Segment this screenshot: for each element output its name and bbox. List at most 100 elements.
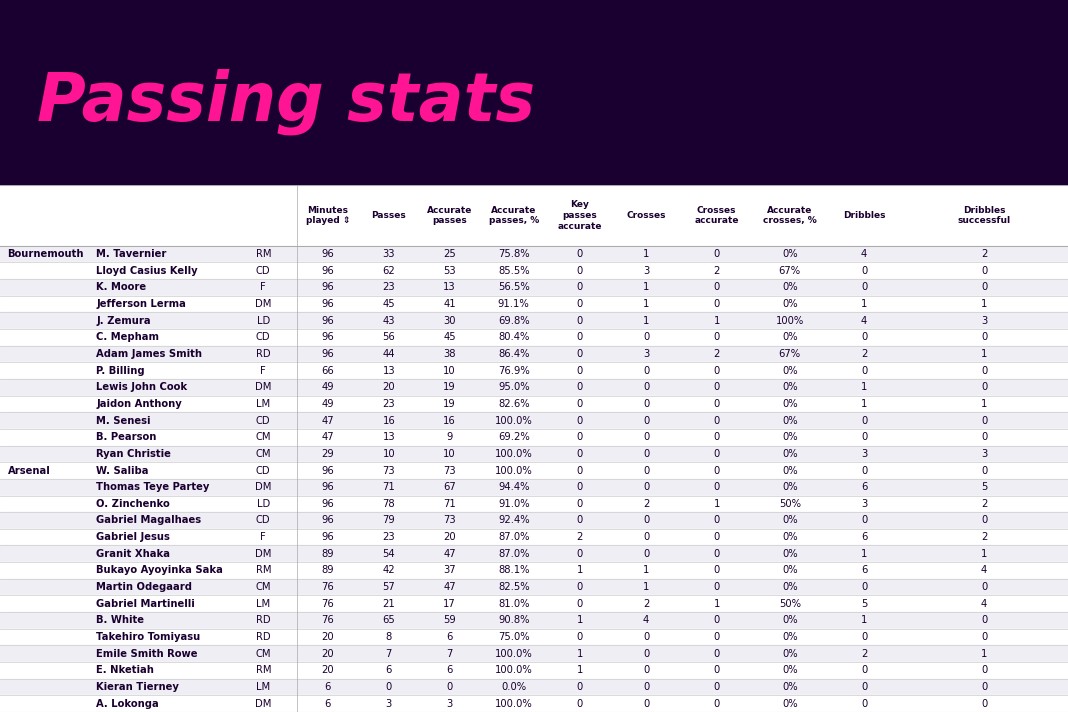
Text: 0: 0	[577, 466, 583, 476]
Text: 6: 6	[861, 565, 867, 575]
Text: LM: LM	[256, 399, 270, 409]
Text: 6: 6	[325, 682, 331, 692]
Text: RM: RM	[255, 249, 271, 259]
Text: 76.9%: 76.9%	[498, 365, 530, 376]
Text: 1: 1	[861, 299, 867, 309]
Bar	[0, 345, 1068, 362]
Text: 56: 56	[382, 333, 395, 342]
Text: 100.0%: 100.0%	[494, 698, 533, 708]
Text: 3: 3	[643, 349, 649, 359]
Text: RD: RD	[256, 615, 270, 625]
Text: Granit Xhaka: Granit Xhaka	[96, 549, 170, 559]
Text: 0: 0	[713, 482, 720, 492]
Text: 0: 0	[861, 466, 867, 476]
Text: DM: DM	[255, 698, 271, 708]
Text: 67: 67	[443, 482, 456, 492]
Text: 1: 1	[643, 582, 649, 592]
Text: RM: RM	[255, 666, 271, 676]
Text: 43: 43	[382, 315, 395, 325]
Text: 59: 59	[443, 615, 456, 625]
Text: 62: 62	[382, 266, 395, 276]
Text: Arsenal: Arsenal	[7, 466, 50, 476]
Text: A. Lokonga: A. Lokonga	[96, 698, 159, 708]
Text: 0: 0	[713, 399, 720, 409]
Text: 0%: 0%	[782, 682, 798, 692]
Text: 100.0%: 100.0%	[494, 666, 533, 676]
Text: 0: 0	[643, 532, 649, 542]
Text: 0: 0	[713, 416, 720, 426]
Text: 87.0%: 87.0%	[498, 532, 530, 542]
Text: 50%: 50%	[779, 599, 801, 609]
Bar	[0, 545, 1068, 562]
Text: 0: 0	[643, 482, 649, 492]
Text: 0: 0	[577, 382, 583, 392]
Bar	[0, 629, 1068, 645]
Bar	[0, 396, 1068, 412]
Bar	[0, 379, 1068, 396]
Text: 0: 0	[643, 382, 649, 392]
Text: 2: 2	[861, 349, 867, 359]
Text: Minutes
played ⇕: Minutes played ⇕	[305, 206, 350, 225]
Text: 0: 0	[577, 515, 583, 525]
Text: 90.8%: 90.8%	[498, 615, 530, 625]
Text: DM: DM	[255, 299, 271, 309]
Text: 0%: 0%	[782, 632, 798, 642]
Text: 92.4%: 92.4%	[498, 515, 530, 525]
Text: 0%: 0%	[782, 482, 798, 492]
Text: Accurate
crosses, %: Accurate crosses, %	[763, 206, 817, 225]
Text: 0: 0	[713, 466, 720, 476]
Text: 76: 76	[321, 599, 334, 609]
Text: CM: CM	[255, 582, 271, 592]
Text: 71: 71	[382, 482, 395, 492]
Text: 0: 0	[713, 666, 720, 676]
Text: 13: 13	[443, 283, 456, 293]
Text: 0: 0	[643, 449, 649, 459]
Text: 19: 19	[443, 399, 456, 409]
Text: 0%: 0%	[782, 582, 798, 592]
Text: 6: 6	[861, 532, 867, 542]
Text: 25: 25	[443, 249, 456, 259]
Text: LM: LM	[256, 682, 270, 692]
Text: RM: RM	[255, 565, 271, 575]
Text: 0: 0	[861, 283, 867, 293]
Text: 1: 1	[713, 315, 720, 325]
Text: P. Billing: P. Billing	[96, 365, 145, 376]
Text: 21: 21	[382, 599, 395, 609]
Text: 0: 0	[577, 249, 583, 259]
Bar	[0, 479, 1068, 496]
Text: 0: 0	[713, 515, 720, 525]
Text: 0%: 0%	[782, 333, 798, 342]
Text: 0: 0	[713, 565, 720, 575]
Bar	[0, 185, 1068, 246]
Text: 20: 20	[443, 532, 456, 542]
Text: 20: 20	[321, 649, 334, 659]
Text: 0: 0	[981, 682, 987, 692]
Text: 0: 0	[981, 333, 987, 342]
Text: 0: 0	[577, 698, 583, 708]
Text: 81.0%: 81.0%	[498, 599, 530, 609]
Text: 0: 0	[713, 698, 720, 708]
Text: 0: 0	[713, 333, 720, 342]
Text: Passing stats: Passing stats	[37, 68, 535, 135]
Text: 0%: 0%	[782, 365, 798, 376]
Text: 0.0%: 0.0%	[501, 682, 527, 692]
Text: 0: 0	[643, 632, 649, 642]
Bar	[0, 696, 1068, 712]
Text: 7: 7	[446, 649, 453, 659]
Text: 95.0%: 95.0%	[498, 382, 530, 392]
Text: 8: 8	[386, 632, 392, 642]
Text: 10: 10	[443, 365, 456, 376]
Text: 49: 49	[321, 382, 334, 392]
Text: 0: 0	[713, 299, 720, 309]
Text: B. White: B. White	[96, 615, 144, 625]
Text: 75.8%: 75.8%	[498, 249, 530, 259]
Text: DM: DM	[255, 482, 271, 492]
Text: 76: 76	[321, 615, 334, 625]
Text: 0%: 0%	[782, 565, 798, 575]
Text: 0: 0	[981, 582, 987, 592]
Text: 0: 0	[713, 283, 720, 293]
Text: Takehiro Tomiyasu: Takehiro Tomiyasu	[96, 632, 201, 642]
Text: 2: 2	[643, 599, 649, 609]
Text: 96: 96	[321, 482, 334, 492]
Text: 89: 89	[321, 549, 334, 559]
